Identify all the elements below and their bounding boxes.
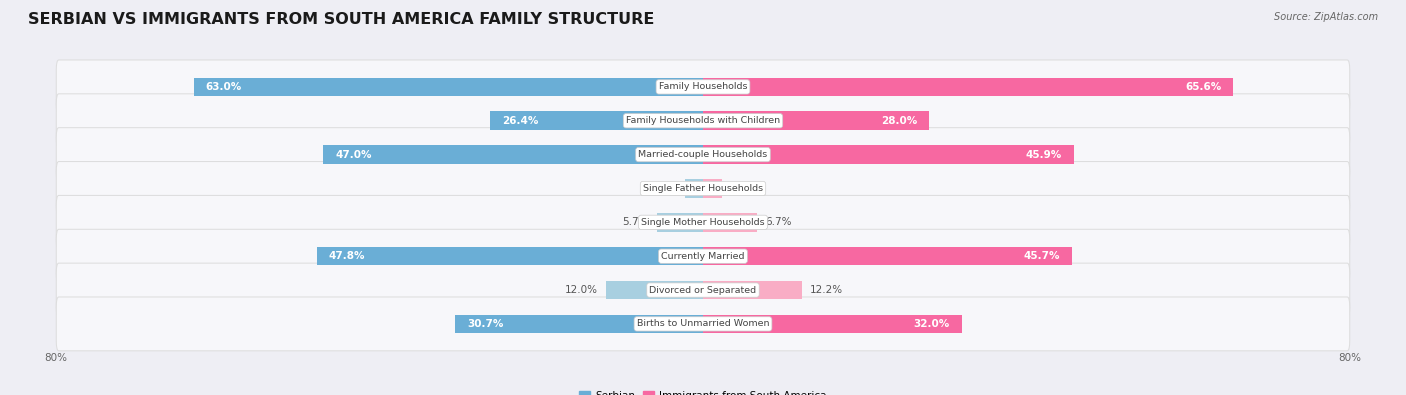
- Text: 12.0%: 12.0%: [565, 285, 598, 295]
- Text: 63.0%: 63.0%: [205, 82, 242, 92]
- Text: 26.4%: 26.4%: [502, 116, 538, 126]
- Text: SERBIAN VS IMMIGRANTS FROM SOUTH AMERICA FAMILY STRUCTURE: SERBIAN VS IMMIGRANTS FROM SOUTH AMERICA…: [28, 12, 655, 27]
- Bar: [606, 281, 703, 299]
- Text: Births to Unmarried Women: Births to Unmarried Women: [637, 320, 769, 328]
- Text: Family Households: Family Households: [659, 83, 747, 91]
- Text: 2.3%: 2.3%: [730, 183, 756, 194]
- Text: 45.7%: 45.7%: [1024, 251, 1060, 261]
- FancyBboxPatch shape: [56, 128, 1350, 182]
- Bar: [685, 179, 703, 198]
- Text: Source: ZipAtlas.com: Source: ZipAtlas.com: [1274, 12, 1378, 22]
- Bar: [657, 213, 703, 231]
- Bar: [316, 247, 703, 265]
- Text: 6.7%: 6.7%: [765, 217, 792, 228]
- Text: Single Mother Households: Single Mother Households: [641, 218, 765, 227]
- FancyBboxPatch shape: [56, 297, 1350, 351]
- FancyBboxPatch shape: [56, 229, 1350, 283]
- Text: Divorced or Separated: Divorced or Separated: [650, 286, 756, 295]
- FancyBboxPatch shape: [56, 60, 1350, 114]
- Text: 30.7%: 30.7%: [467, 319, 503, 329]
- Text: Family Households with Children: Family Households with Children: [626, 116, 780, 125]
- Text: 5.7%: 5.7%: [623, 217, 648, 228]
- Text: Married-couple Households: Married-couple Households: [638, 150, 768, 159]
- Bar: [194, 77, 703, 96]
- Text: 2.2%: 2.2%: [651, 183, 678, 194]
- Bar: [489, 111, 703, 130]
- Text: 32.0%: 32.0%: [914, 319, 949, 329]
- Bar: [703, 145, 1074, 164]
- Bar: [703, 111, 929, 130]
- Bar: [703, 179, 721, 198]
- Text: 65.6%: 65.6%: [1185, 82, 1222, 92]
- Text: 47.8%: 47.8%: [329, 251, 366, 261]
- Text: 28.0%: 28.0%: [882, 116, 917, 126]
- Text: 47.0%: 47.0%: [335, 150, 371, 160]
- FancyBboxPatch shape: [56, 94, 1350, 148]
- Text: 12.2%: 12.2%: [810, 285, 842, 295]
- FancyBboxPatch shape: [56, 162, 1350, 215]
- Text: Currently Married: Currently Married: [661, 252, 745, 261]
- Bar: [703, 281, 801, 299]
- Bar: [703, 314, 962, 333]
- FancyBboxPatch shape: [56, 196, 1350, 249]
- Legend: Serbian, Immigrants from South America: Serbian, Immigrants from South America: [575, 387, 831, 395]
- Bar: [703, 77, 1233, 96]
- FancyBboxPatch shape: [56, 263, 1350, 317]
- Text: Single Father Households: Single Father Households: [643, 184, 763, 193]
- Bar: [703, 247, 1073, 265]
- Bar: [323, 145, 703, 164]
- Text: 45.9%: 45.9%: [1026, 150, 1062, 160]
- Bar: [454, 314, 703, 333]
- Bar: [703, 213, 758, 231]
